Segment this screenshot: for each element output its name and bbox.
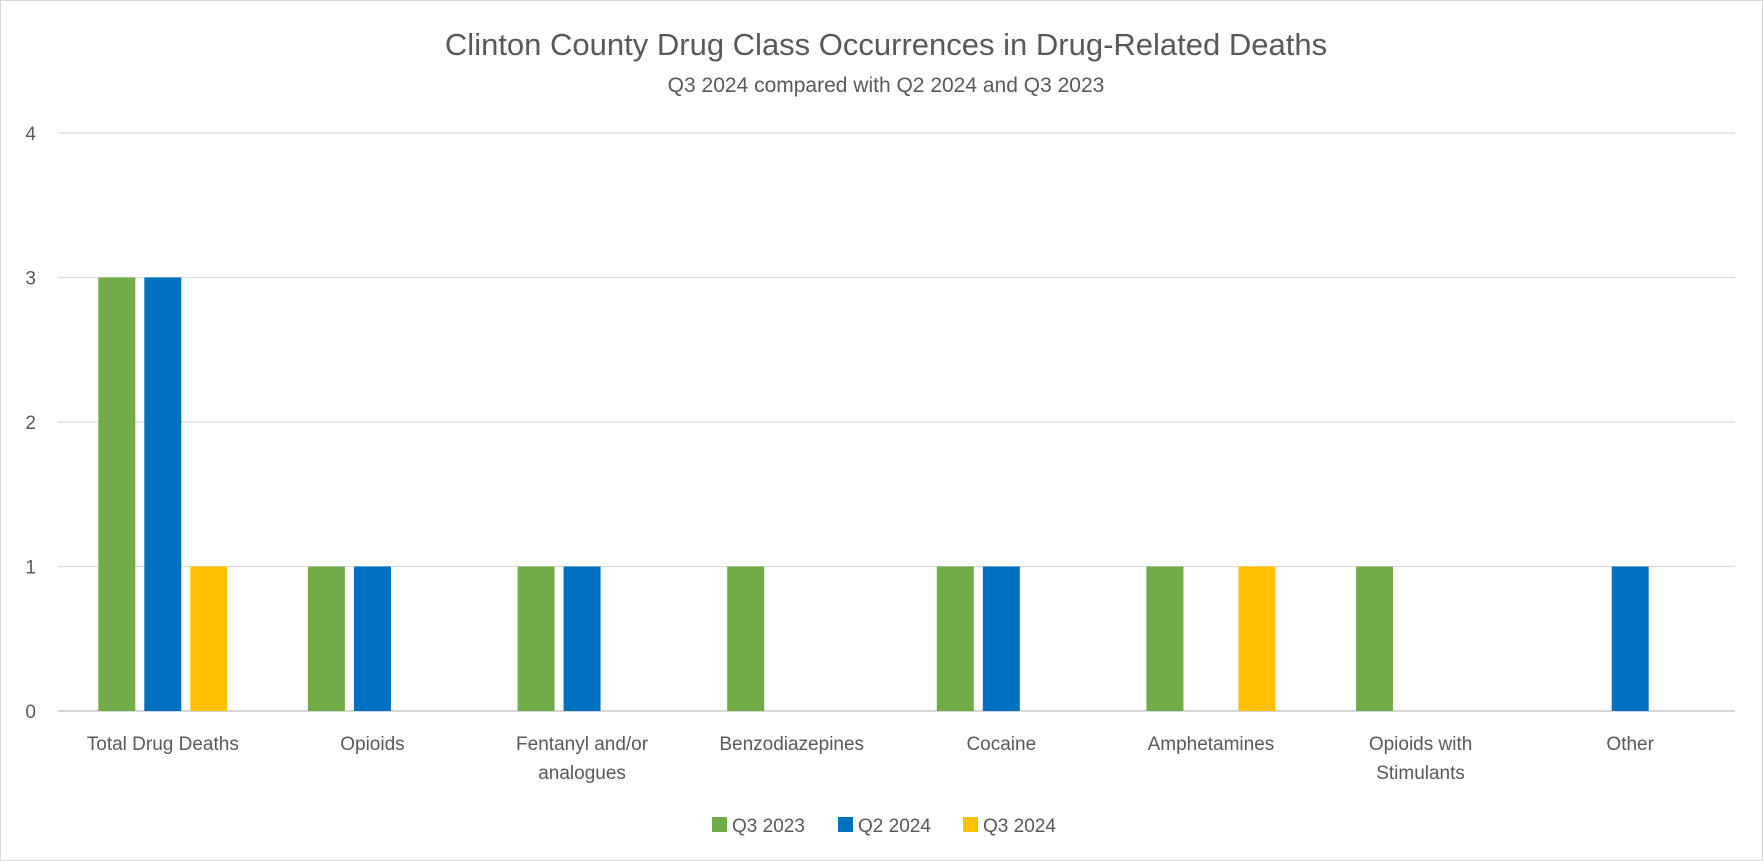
x-tick-label: Other bbox=[1606, 734, 1654, 755]
chart-title: Clinton County Drug Class Occurrences in… bbox=[445, 27, 1327, 62]
x-tick-label: Stimulants bbox=[1376, 763, 1465, 784]
legend-swatch bbox=[963, 817, 978, 832]
y-axis: 0 1 2 3 4 bbox=[25, 124, 36, 723]
x-axis: Total Drug Deaths Opioids Fentanyl and/or a… bbox=[87, 734, 1655, 784]
legend-swatch bbox=[712, 817, 727, 832]
bar bbox=[517, 566, 555, 711]
x-tick-label: Benzodiazepines bbox=[719, 734, 864, 755]
bars bbox=[98, 277, 1649, 711]
chart-subtitle: Q3 2024 compared with Q2 2024 and Q3 202… bbox=[668, 74, 1105, 97]
bar bbox=[1146, 566, 1184, 711]
x-tick-label: Cocaine bbox=[966, 734, 1036, 755]
legend-swatch bbox=[838, 817, 853, 832]
x-tick-label: Total Drug Deaths bbox=[87, 734, 239, 755]
bar bbox=[190, 566, 228, 711]
x-tick-label: Fentanyl and/or bbox=[516, 734, 649, 755]
legend-label: Q3 2024 bbox=[983, 816, 1056, 837]
x-tick-label: Amphetamines bbox=[1148, 734, 1275, 755]
bar bbox=[563, 566, 601, 711]
bar bbox=[1238, 566, 1276, 711]
x-tick-label: Opioids with bbox=[1369, 734, 1473, 755]
bar bbox=[307, 566, 345, 711]
y-tick-label: 4 bbox=[25, 124, 36, 145]
legend-label: Q2 2024 bbox=[858, 816, 931, 837]
bar bbox=[353, 566, 391, 711]
bar bbox=[1356, 566, 1394, 711]
y-tick-label: 3 bbox=[25, 269, 36, 290]
legend-label: Q3 2023 bbox=[732, 816, 805, 837]
y-tick-label: 2 bbox=[25, 413, 36, 434]
bar bbox=[727, 566, 765, 711]
bar bbox=[936, 566, 974, 711]
y-tick-label: 1 bbox=[25, 558, 36, 579]
y-tick-label: 0 bbox=[25, 702, 36, 723]
legend: Q3 2023 Q2 2024 Q3 2024 bbox=[712, 816, 1056, 837]
bar bbox=[98, 277, 136, 711]
x-tick-label: Opioids bbox=[340, 734, 404, 755]
bar bbox=[144, 277, 182, 711]
x-tick-label: analogues bbox=[538, 763, 626, 784]
bar bbox=[1611, 566, 1649, 711]
bar bbox=[982, 566, 1020, 711]
